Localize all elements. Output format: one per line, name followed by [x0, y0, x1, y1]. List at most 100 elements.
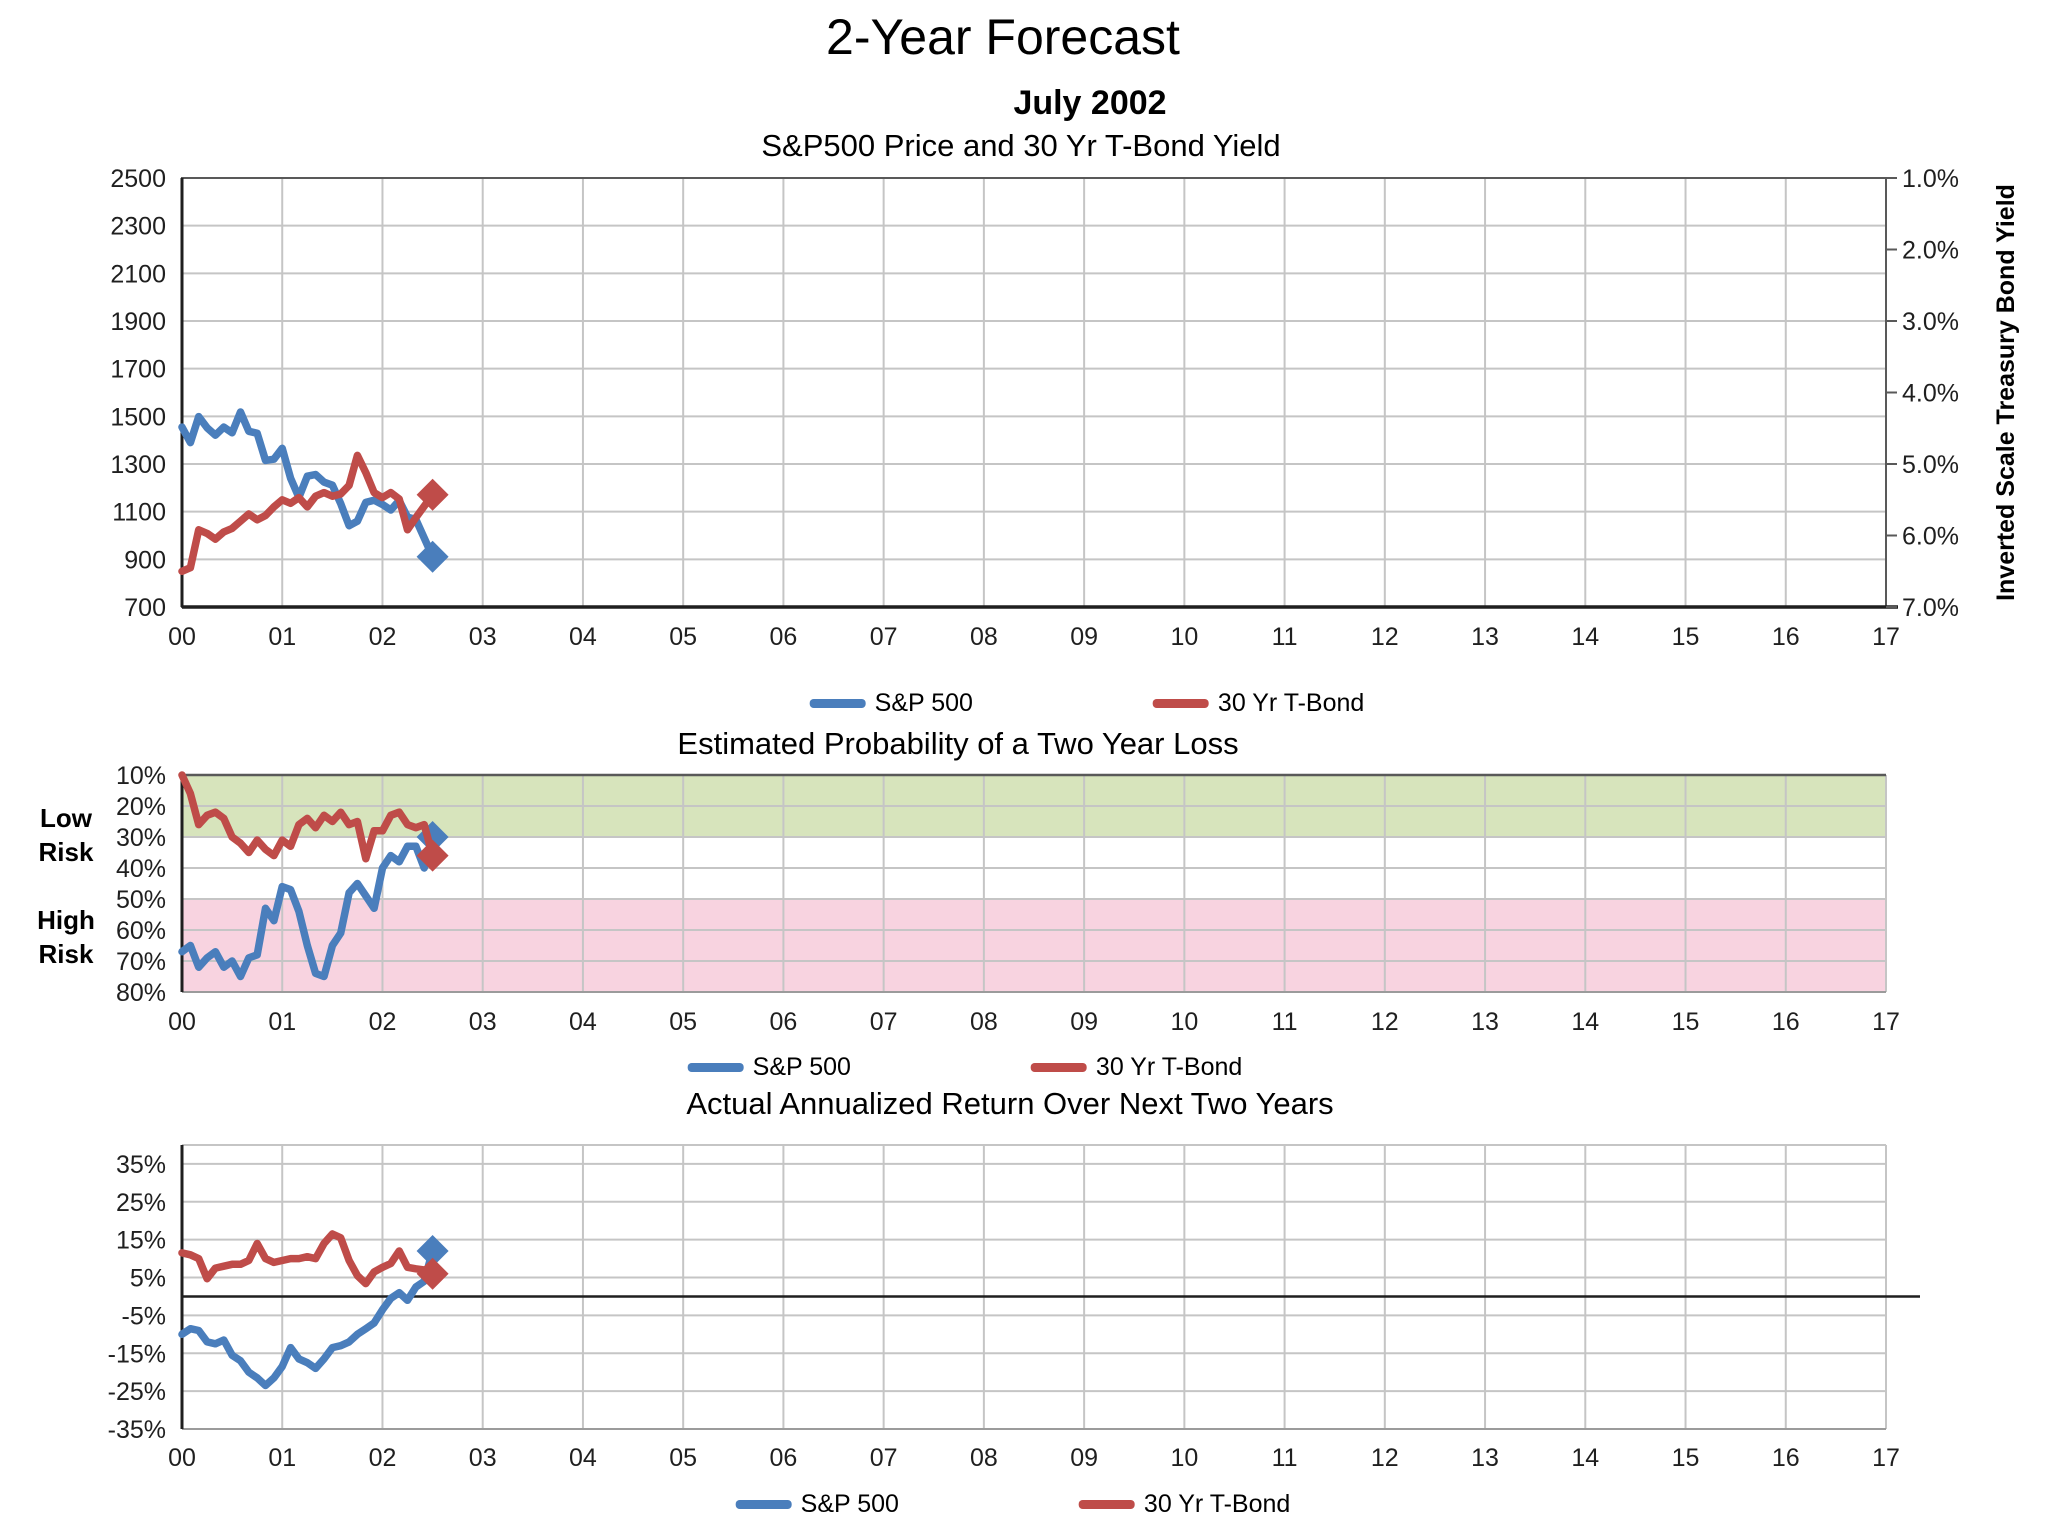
svg-text:1300: 1300 [110, 451, 166, 479]
svg-text:1500: 1500 [110, 403, 166, 431]
low-risk-label: Low Risk [38, 803, 94, 867]
svg-text:04: 04 [569, 1008, 597, 1036]
svg-text:15: 15 [1672, 623, 1700, 651]
svg-text:16: 16 [1772, 1008, 1800, 1036]
chart3-x-tick-labels: 00 01 02 03 04 05 06 07 08 09 10 11 12 13 14 15 16 17 [168, 1444, 1900, 1472]
svg-text:06: 06 [770, 1008, 798, 1036]
30yrtbond-end-marker [416, 839, 449, 872]
svg-text:-35%: -35% [108, 1416, 166, 1444]
svg-text:17: 17 [1872, 1444, 1900, 1472]
svg-text:01: 01 [268, 623, 296, 651]
svg-text:17: 17 [1872, 623, 1900, 651]
chart1-right-tick-labels: 1.0% 2.0% 3.0% 4.0% 5.0% 6.0% 7.0% [1902, 165, 1959, 622]
svg-text:04: 04 [569, 1444, 597, 1472]
30yrtbond-line [178, 771, 437, 863]
svg-text:12: 12 [1371, 1444, 1399, 1472]
svg-text:10: 10 [1170, 1444, 1198, 1472]
svg-text:11: 11 [1272, 1008, 1298, 1036]
svg-text:05: 05 [669, 1444, 697, 1472]
sp500-legend-line [735, 1500, 792, 1509]
chart3-title: Actual Annualized Return Over Next Two Y… [686, 1086, 1334, 1121]
svg-text:14: 14 [1571, 1444, 1599, 1472]
sp500-end-marker [416, 1235, 449, 1268]
svg-text:08: 08 [970, 1008, 998, 1036]
svg-text:700: 700 [124, 594, 166, 622]
svg-text:15: 15 [1672, 1444, 1700, 1472]
svg-text:15%: 15% [116, 1227, 166, 1255]
svg-text:1.0%: 1.0% [1902, 165, 1959, 193]
chart3-legend: S&P 500 30 Yr T-Bond [735, 1490, 1290, 1519]
svg-text:1900: 1900 [110, 308, 166, 336]
svg-text:50%: 50% [116, 886, 166, 914]
svg-text:13: 13 [1471, 1444, 1499, 1472]
svg-text:08: 08 [970, 1444, 998, 1472]
svg-text:5%: 5% [130, 1265, 166, 1293]
svg-text:15: 15 [1672, 1008, 1700, 1036]
svg-text:06: 06 [770, 1444, 798, 1472]
svg-text:14: 14 [1571, 1008, 1599, 1036]
svg-text:25%: 25% [116, 1189, 166, 1217]
30yrtbond-line [178, 1230, 437, 1288]
sp500-legend-line [687, 1063, 744, 1072]
svg-text:13: 13 [1471, 1008, 1499, 1036]
svg-text:09: 09 [1070, 623, 1098, 651]
chart2-x-tick-labels: 00 01 02 03 04 05 06 07 08 09 10 11 12 13 14 15 16 17 [168, 1008, 1900, 1036]
svg-text:-15%: -15% [108, 1340, 166, 1368]
price-yield-chart: 250023002100190017001500130011009007001.… [110, 165, 2020, 651]
svg-text:5.0%: 5.0% [1902, 451, 1959, 479]
svg-text:06: 06 [770, 623, 798, 651]
svg-text:80%: 80% [116, 979, 166, 1007]
page-title: 2-Year Forecast [826, 9, 1180, 65]
tbond-legend-line [1152, 699, 1209, 708]
svg-text:30%: 30% [116, 824, 166, 852]
svg-text:05: 05 [669, 1008, 697, 1036]
svg-text:09: 09 [1070, 1444, 1098, 1472]
chart2-legend: S&P 500 30 Yr T-Bond [687, 1053, 1243, 1082]
svg-text:-5%: -5% [122, 1302, 166, 1330]
svg-text:03: 03 [469, 1444, 497, 1472]
svg-text:12: 12 [1371, 623, 1399, 651]
30yrtbond-line [178, 451, 437, 576]
svg-text:3.0%: 3.0% [1902, 308, 1959, 336]
loss-probability-chart: 10% 20% 30% 40% 50% 60% 70% 80%00 01 02 03 04 05 06 07… [116, 762, 1900, 1036]
tbond-legend-label: 30 Yr T-Bond [1217, 689, 1365, 717]
chart1-right-ticks [1886, 177, 1897, 608]
svg-text:01: 01 [268, 1008, 296, 1036]
chart1-series [178, 408, 449, 576]
svg-text:05: 05 [669, 623, 697, 651]
30yrtbond-end-marker [416, 478, 449, 511]
svg-text:00: 00 [168, 1008, 196, 1036]
svg-text:2300: 2300 [110, 213, 166, 241]
sp500-legend-label: S&P 500 [800, 1490, 899, 1518]
svg-text:07: 07 [870, 1008, 898, 1036]
sp500-line [178, 1247, 437, 1390]
chart3-series [178, 1230, 449, 1390]
chart1-left-tick-labels: 2500 2300 2100 1900 1700 1500 1300 1100 900 700 [110, 165, 166, 622]
svg-text:4.0%: 4.0% [1902, 380, 1959, 408]
svg-text:900: 900 [124, 546, 166, 574]
chart1-legend: S&P 500 30 Yr T-Bond [809, 689, 1365, 718]
sp500-legend-label: S&P 500 [752, 1053, 851, 1081]
svg-text:17: 17 [1872, 1008, 1900, 1036]
svg-text:09: 09 [1070, 1008, 1098, 1036]
svg-text:-25%: -25% [108, 1378, 166, 1406]
page-subtitle: July 2002 [1013, 84, 1167, 122]
svg-text:10%: 10% [116, 762, 166, 790]
svg-text:03: 03 [469, 1008, 497, 1036]
svg-text:03: 03 [469, 623, 497, 651]
svg-text:1100: 1100 [112, 499, 166, 527]
svg-text:2100: 2100 [110, 260, 166, 288]
tbond-legend-label: 30 Yr T-Bond [1095, 1053, 1243, 1081]
svg-text:11: 11 [1272, 623, 1298, 651]
right-axis-title: Inverted Scale Treasury Bond Yield [1992, 184, 2020, 601]
svg-text:2.0%: 2.0% [1902, 237, 1959, 265]
svg-text:02: 02 [369, 623, 397, 651]
svg-text:40%: 40% [116, 855, 166, 883]
risk-bands [182, 775, 1886, 992]
chart1-x-tick-labels: 00 01 02 03 04 05 06 07 08 09 10 11 12 13 14 15 16 17 [168, 623, 1900, 651]
svg-text:13: 13 [1471, 623, 1499, 651]
30yrtbond-end-marker [416, 1257, 449, 1290]
chart2-title: Estimated Probability of a Two Year Loss [677, 726, 1239, 761]
svg-text:08: 08 [970, 623, 998, 651]
